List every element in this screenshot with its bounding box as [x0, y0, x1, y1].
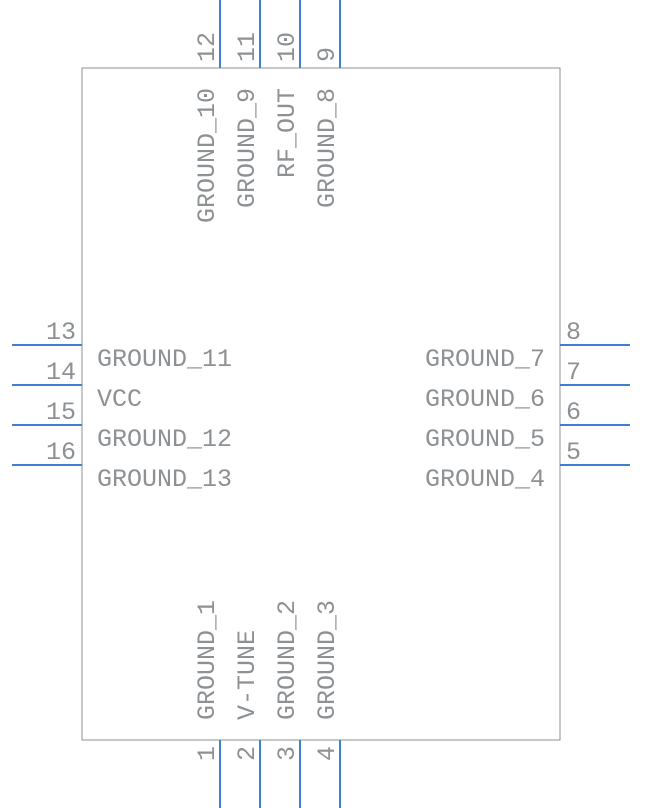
pin-number: 14 — [46, 358, 76, 387]
pin-label: VCC — [97, 385, 142, 414]
schematic-symbol: 12 GROUND_10 11 GROUND_9 10 RF_OUT 9 GROUND_8 1 G… — [0, 0, 648, 808]
pin-number: 15 — [46, 398, 76, 427]
pin-number: 3 — [273, 746, 302, 761]
pin-number: 4 — [313, 746, 342, 761]
pin-number: 8 — [566, 318, 581, 347]
pin-label: GROUND_12 — [97, 425, 232, 454]
pin-label: GROUND_1 — [193, 600, 222, 720]
pin-label: GROUND_10 — [193, 88, 222, 223]
pin-number: 5 — [566, 438, 581, 467]
pin-label: GROUND_7 — [425, 345, 545, 374]
pin-label: GROUND_2 — [273, 600, 302, 720]
pin-label: GROUND_13 — [97, 465, 232, 494]
pin-number: 16 — [46, 438, 76, 467]
pin-number: 13 — [46, 318, 76, 347]
pin-number: 12 — [193, 32, 222, 62]
pin-number: 6 — [566, 398, 581, 427]
pin-number: 10 — [273, 32, 302, 62]
pin-number: 7 — [566, 358, 581, 387]
pin-label: GROUND_6 — [425, 385, 545, 414]
pin-number: 2 — [233, 746, 262, 761]
pin-label: GROUND_4 — [425, 465, 545, 494]
pin-label: GROUND_9 — [233, 88, 262, 208]
pin-number: 1 — [193, 746, 222, 761]
pin-label: GROUND_5 — [425, 425, 545, 454]
pin-label: GROUND_8 — [313, 88, 342, 208]
pin-label: RF_OUT — [273, 88, 302, 178]
pin-label: V-TUNE — [233, 630, 262, 720]
pin-number: 9 — [313, 47, 342, 62]
pin-number: 11 — [233, 32, 262, 62]
pin-label: GROUND_3 — [313, 600, 342, 720]
pin-label: GROUND_11 — [97, 345, 232, 374]
